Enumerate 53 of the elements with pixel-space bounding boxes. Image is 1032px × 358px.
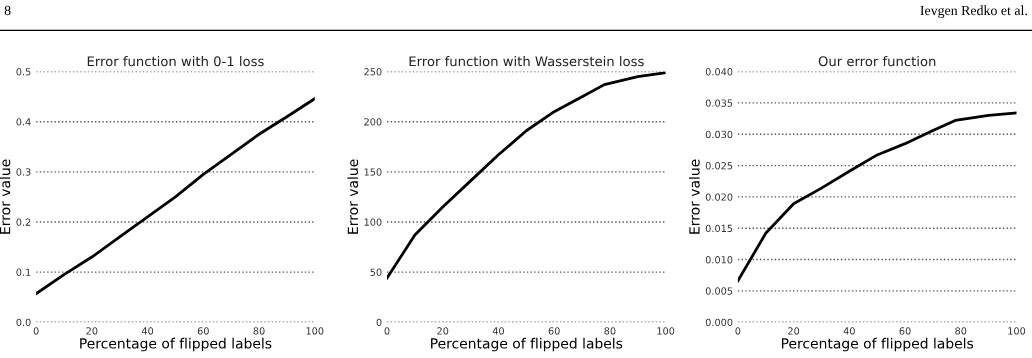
chart-title: Error function with Wasserstein loss xyxy=(409,56,644,67)
y-tick-label: 0.5 xyxy=(16,68,31,76)
y-tick-label: 0.015 xyxy=(705,224,733,233)
y-tick-label: 0.030 xyxy=(705,130,733,139)
x-tick-label: 20 xyxy=(788,327,800,335)
x-tick-label: 20 xyxy=(437,327,449,335)
line-series xyxy=(387,71,666,280)
y-axis-title: Error value xyxy=(0,159,11,234)
y-tick-label: 150 xyxy=(364,168,382,176)
x-tick-label: 0 xyxy=(33,327,39,335)
y-tick-label: 0.3 xyxy=(16,168,31,176)
x-tick-label: 40 xyxy=(843,327,855,335)
x-tick-label: 80 xyxy=(955,327,967,335)
x-tick-label: 100 xyxy=(1008,327,1026,335)
y-tick-label: 0.020 xyxy=(705,193,733,201)
x-tick-label: 60 xyxy=(197,327,209,335)
y-tick-label: 0.4 xyxy=(16,118,31,126)
x-tick-label: 80 xyxy=(604,327,616,335)
y-tick-label: 0.0 xyxy=(16,318,31,327)
x-tick-label: 40 xyxy=(492,327,504,335)
x-tick-label: 20 xyxy=(86,327,98,335)
x-tick-label: 0 xyxy=(384,327,390,335)
x-tick-label: 100 xyxy=(306,327,324,335)
y-tick-label: 100 xyxy=(364,218,382,226)
x-tick-label: 0 xyxy=(735,327,741,335)
x-axis-title: Percentage of flipped labels xyxy=(80,337,272,352)
x-tick-label: 100 xyxy=(657,327,675,335)
y-tick-label: 0.000 xyxy=(705,318,733,327)
y-tick-label: 0.010 xyxy=(705,256,733,264)
y-axis-title: Error value xyxy=(347,159,359,234)
y-axis-title: Error value xyxy=(688,159,700,234)
y-tick-label: 250 xyxy=(364,68,382,76)
text: 8 xyxy=(4,5,11,16)
y-tick-label: 0.035 xyxy=(705,99,733,107)
y-tick-label: 0 xyxy=(376,318,382,327)
y-tick-label: 0.040 xyxy=(705,68,733,76)
line-series xyxy=(737,111,1017,283)
x-tick-label: 40 xyxy=(141,327,154,335)
chart-title: Error function with 0-1 loss xyxy=(87,56,264,67)
x-axis-title: Percentage of flipped labels xyxy=(781,337,974,352)
x-tick-label: 80 xyxy=(253,327,265,335)
y-tick-label: 50 xyxy=(370,268,382,276)
chart-title: Our error function xyxy=(818,56,936,67)
y-tick-label: 0.025 xyxy=(705,162,733,170)
y-tick-label: 0.1 xyxy=(16,268,31,276)
line-series xyxy=(36,97,315,296)
x-tick-label: 60 xyxy=(899,327,911,335)
x-axis-title: Percentage of flipped labels xyxy=(431,337,623,352)
y-tick-label: 200 xyxy=(364,118,382,126)
x-tick-label: 60 xyxy=(548,327,560,335)
y-tick-label: 0.2 xyxy=(16,218,31,226)
text: Ievgen Redko et al. xyxy=(920,5,1027,18)
y-tick-label: 0.005 xyxy=(705,287,733,295)
